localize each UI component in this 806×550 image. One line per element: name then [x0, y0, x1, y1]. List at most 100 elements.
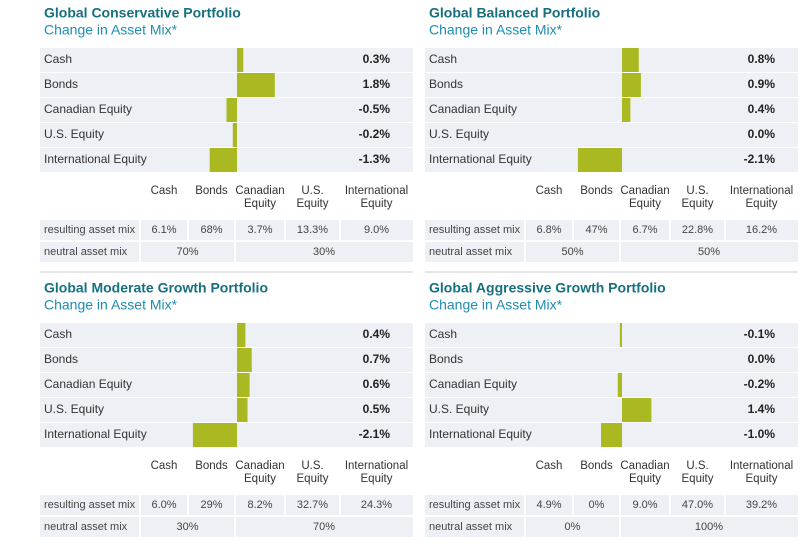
value-label: -0.2%: [359, 127, 391, 141]
bar: [617, 373, 622, 397]
bar: [232, 123, 237, 147]
row-label: neutral asset mix: [429, 246, 513, 258]
panel-title: Global Moderate Growth Portfolio: [44, 280, 268, 296]
column-header-box: International Equity: [345, 460, 408, 485]
table-cell: 100%: [695, 521, 723, 533]
column-header: International Equity: [344, 185, 409, 210]
table-cell: 16.2%: [746, 224, 777, 236]
value-label: -1.3%: [359, 152, 391, 166]
column-header: U.S. Equity: [296, 460, 329, 485]
table-cell: 29%: [200, 499, 222, 511]
row-bg: [40, 73, 413, 97]
row-label: resulting asset mix: [429, 224, 521, 236]
column-header-box: Cash: [536, 185, 563, 197]
table-cell: 8.2%: [247, 499, 272, 511]
column-header-box: U.S. Equity: [296, 460, 329, 485]
value-label: 0.4%: [363, 327, 391, 341]
column-header: Bonds: [195, 185, 228, 197]
column-header: International Equity: [729, 460, 794, 485]
column-header-box: International Equity: [344, 185, 409, 210]
table-row-bg: [40, 242, 413, 262]
column-header-box: International Equity: [729, 185, 794, 210]
row-bg: [425, 373, 798, 397]
column-header-box: Bonds: [580, 460, 613, 472]
value-label: 0.0%: [748, 352, 776, 366]
value-label: 0.6%: [363, 377, 391, 391]
row-bg: [425, 73, 798, 97]
bar: [237, 398, 248, 422]
category-label: Cash: [429, 327, 457, 341]
column-header-box: Cash: [535, 460, 563, 472]
table-cell: 0%: [565, 521, 581, 533]
table-cell: 32.7%: [297, 499, 328, 511]
value-label: 0.4%: [748, 102, 776, 116]
column-header: Bonds: [580, 185, 613, 197]
category-label: Cash: [44, 52, 72, 66]
category-label: International Equity: [429, 152, 532, 166]
panel-subtitle: Change in Asset Mix*: [429, 297, 563, 313]
bar: [237, 323, 246, 347]
value-label: 0.0%: [748, 127, 776, 141]
category-label: U.S. Equity: [429, 127, 489, 141]
row-bg: [40, 323, 413, 347]
table-cell: 6.7%: [632, 224, 657, 236]
bar: [622, 98, 631, 122]
category-label: Bonds: [429, 77, 463, 91]
value-label: 0.5%: [363, 402, 391, 416]
table-cell: 39.2%: [746, 499, 777, 511]
column-header-box: U.S. Equity: [682, 460, 714, 485]
column-header: Bonds: [580, 460, 613, 472]
value-label: 1.4%: [748, 402, 776, 416]
column-header-box: Bonds: [580, 185, 613, 197]
panel-title: Global Aggressive Growth Portfolio: [429, 280, 666, 296]
value-label: -2.1%: [359, 427, 391, 441]
value-label: -2.1%: [744, 152, 776, 166]
category-label: U.S. Equity: [429, 402, 489, 416]
table-row-bg: [425, 242, 798, 262]
table-cell: 47%: [585, 224, 607, 236]
category-label: Cash: [429, 52, 457, 66]
table-cell: 30%: [313, 246, 335, 258]
category-label: U.S. Equity: [44, 402, 104, 416]
table-row-bg: [425, 220, 798, 240]
value-label: 0.9%: [748, 77, 776, 91]
row-label: neutral asset mix: [44, 246, 128, 258]
table-cell: 70%: [313, 521, 335, 533]
column-header-box: Cash: [151, 460, 178, 472]
table-cell: 6.1%: [151, 224, 176, 236]
bar: [622, 73, 641, 97]
row-label: resulting asset mix: [44, 499, 136, 511]
column-header: Canadian Equity: [235, 185, 285, 210]
row-bg: [40, 348, 413, 372]
column-header: International Equity: [729, 185, 794, 210]
bar: [619, 323, 622, 347]
bar: [209, 148, 237, 172]
table-row-bg: [425, 517, 798, 537]
row-bg: [425, 398, 798, 422]
table-cell: 24.3%: [361, 499, 392, 511]
table-row-bg: [40, 220, 413, 240]
table-cell: 6.0%: [151, 499, 176, 511]
table-cell: 70%: [176, 246, 198, 258]
row-label: resulting asset mix: [44, 224, 136, 236]
panel-title: Global Conservative Portfolio: [44, 5, 241, 21]
column-header-box: U.S. Equity: [681, 185, 714, 210]
bar: [577, 148, 622, 172]
category-label: International Equity: [429, 427, 532, 441]
column-header-box: Canadian Equity: [620, 460, 669, 485]
category-label: U.S. Equity: [44, 127, 104, 141]
column-header-box: International Equity: [729, 460, 794, 485]
table-cell: 9.0%: [632, 499, 657, 511]
column-header: Cash: [535, 460, 563, 472]
category-label: Bonds: [429, 352, 463, 366]
value-label: -0.5%: [359, 102, 391, 116]
column-header-box: Canadian Equity: [235, 460, 284, 485]
column-header: U.S. Equity: [681, 185, 714, 210]
row-bg: [425, 48, 798, 72]
category-label: Canadian Equity: [429, 377, 517, 391]
column-header-box: Canadian Equity: [235, 185, 285, 210]
bar: [622, 398, 652, 422]
category-label: International Equity: [44, 152, 147, 166]
table-row-bg: [40, 495, 413, 515]
bar: [237, 73, 275, 97]
